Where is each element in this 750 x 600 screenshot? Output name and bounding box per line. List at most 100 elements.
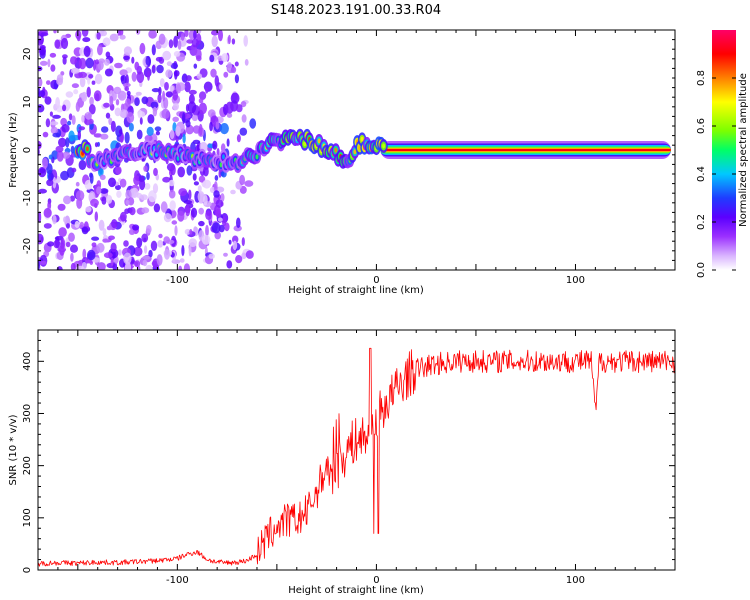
noise-blob [115,99,120,106]
noise-blob [38,38,44,46]
noise-blob [104,68,113,77]
noise-blob [142,259,148,267]
noise-blob [75,181,80,187]
ridge-blob [255,154,259,160]
noise-blob [124,86,129,92]
noise-blob [219,83,223,91]
noise-blob [39,260,47,265]
noise-blob [147,70,150,81]
noise-blob [38,90,46,98]
x-tick-label: 100 [566,275,585,286]
noise-blob [236,104,243,113]
noise-blob [44,96,52,105]
noise-blob [141,207,150,214]
noise-blob [85,111,92,120]
noise-blob [46,179,54,187]
noise-blob [116,190,122,198]
noise-blob [155,130,160,136]
noise-blob [153,167,158,177]
noise-blob [52,177,57,189]
noise-blob [175,125,181,137]
noise-blob [54,39,61,49]
noise-blob [191,38,199,48]
noise-blob [232,240,238,251]
colorbar-ticks: 0.0 0.2 0.4 0.6 0.8 [696,70,736,278]
noise-blob [134,61,140,71]
noise-blob [198,123,203,136]
noise-blob [150,101,159,109]
noise-blob [180,32,185,41]
noise-blob [101,126,109,133]
noise-blob [120,75,127,85]
noise-blob [196,55,202,62]
noise-blob [63,195,72,205]
noise-blob [177,166,185,178]
noise-blob [151,64,156,74]
ridge-band [380,148,671,152]
noise-blob [78,71,87,78]
y-tick-label: 400 [22,352,33,371]
noise-blob [114,107,122,117]
noise-blob [215,208,222,218]
noise-blob [94,73,103,85]
noise-blob [56,150,64,162]
noise-blob [89,96,94,106]
noise-blob [118,129,123,135]
noise-blob [122,82,131,88]
spectrogram-ridge [73,128,671,173]
noise-blob [50,126,58,135]
noise-blob [62,151,71,159]
noise-blob [38,211,42,223]
noise-blob [136,237,143,248]
ridge-blob [222,154,225,160]
noise-blob [49,111,54,117]
noise-blob [141,96,149,105]
noise-blob [88,118,94,125]
noise-blob [93,90,102,102]
noise-blob [163,213,172,223]
noise-blob [47,58,51,68]
noise-blob [62,104,67,112]
noise-blob [63,216,67,223]
noise-blob [137,109,143,119]
noise-blob [81,30,89,37]
noise-blob [183,263,190,270]
noise-blob [144,245,148,254]
noise-blob [186,39,194,44]
noise-blob [103,252,113,259]
noise-blob [132,224,140,231]
noise-blob [53,30,57,34]
noise-blob [239,185,247,194]
noise-blob [185,120,191,128]
noise-blob [133,246,143,257]
noise-blob [49,52,57,58]
noise-blob [158,33,166,45]
noise-blob [98,219,105,231]
noise-blob [65,91,74,98]
noise-blob [38,166,47,178]
noise-blob [169,200,176,211]
noise-blob [43,223,52,229]
noise-blob [221,53,229,63]
noise-blob [105,112,111,119]
noise-blob [164,248,170,260]
noise-blob [90,198,99,207]
noise-blob [181,73,188,83]
noise-blob [39,60,48,66]
snr-y-label: SNR (10 * v/v) [8,414,19,485]
noise-blob [186,165,193,176]
noise-blob [71,83,79,89]
noise-blob [199,91,207,100]
noise-blob [245,250,254,259]
noise-blob [50,64,56,72]
noise-blob [209,121,213,132]
noise-blob [235,255,243,264]
noise-blob [81,226,89,235]
noise-blob [62,56,67,65]
noise-blob [56,77,63,86]
noise-blob [43,207,52,218]
noise-blob [119,69,128,76]
noise-blob [223,71,229,78]
noise-blob [52,114,61,119]
